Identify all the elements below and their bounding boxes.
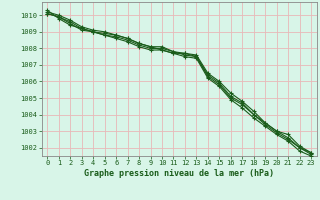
X-axis label: Graphe pression niveau de la mer (hPa): Graphe pression niveau de la mer (hPa): [84, 169, 274, 178]
